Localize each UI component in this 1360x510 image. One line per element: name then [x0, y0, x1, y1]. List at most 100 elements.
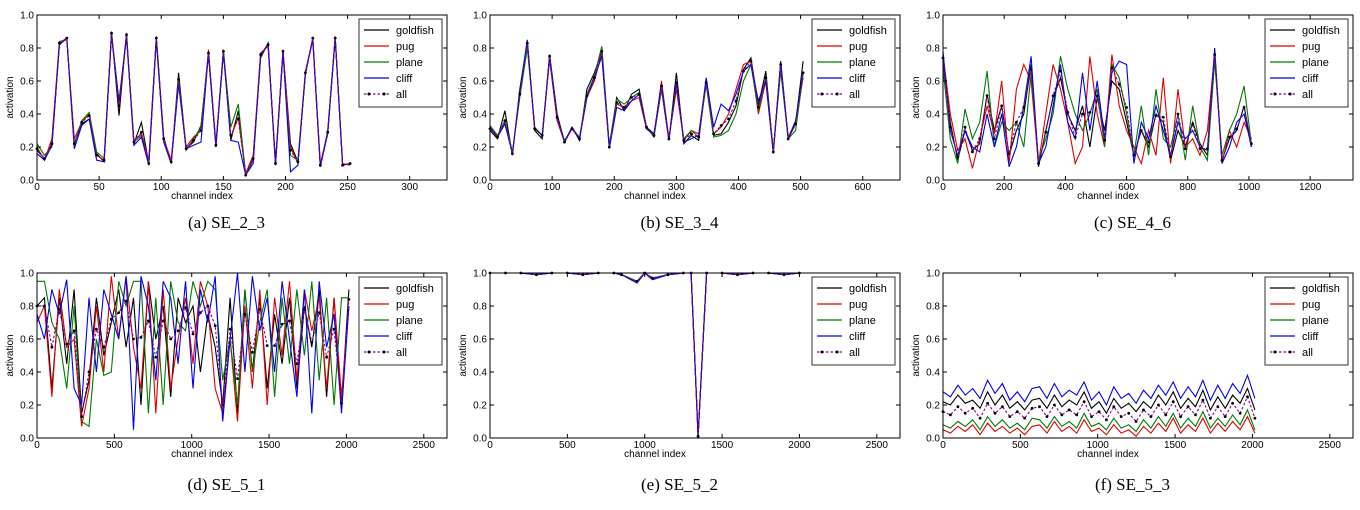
chart-svg-d: 0 500 1000 1500 2000 2500 0.0 0.2 0.4 0.6 0.8 1.0 ch… — [5, 269, 448, 460]
all-marker — [1067, 408, 1071, 412]
all-marker — [1186, 405, 1190, 409]
all-marker — [1117, 82, 1121, 86]
x-tick-label: 0 — [940, 440, 946, 451]
all-marker — [140, 130, 143, 134]
all-marker — [1112, 405, 1116, 409]
all-marker — [1090, 415, 1093, 418]
legend-box — [1264, 18, 1349, 108]
all-marker — [289, 148, 292, 152]
all-marker — [963, 125, 967, 129]
legend-marker — [820, 92, 824, 96]
all-marker — [593, 76, 596, 80]
all-marker — [229, 134, 233, 137]
all-marker — [956, 405, 960, 409]
all-marker — [206, 304, 210, 308]
all-marker — [1223, 415, 1227, 418]
caption-f: (f) SE_5_3 — [1094, 475, 1171, 494]
all-marker — [1176, 112, 1180, 116]
all-marker — [689, 132, 693, 136]
all-marker — [630, 96, 633, 99]
plot-frame — [36, 272, 448, 439]
legend-label-all: all — [849, 347, 860, 359]
all-marker — [199, 129, 203, 132]
all-marker — [65, 342, 69, 346]
legend-label-goldfish: goldfish — [1302, 283, 1340, 295]
legend-marker — [1288, 92, 1292, 96]
all-marker — [259, 53, 262, 56]
all-marker — [147, 319, 150, 323]
all-marker — [1231, 401, 1234, 405]
y-tick-label: 0.0 — [20, 176, 34, 187]
x-tick-label: 200 — [606, 182, 623, 193]
all-marker — [347, 298, 351, 301]
x-axis-label: channel index — [624, 191, 686, 202]
all-marker — [1103, 139, 1106, 142]
all-marker — [1235, 127, 1239, 131]
series-line-plane — [37, 280, 349, 428]
all-marker — [58, 41, 61, 45]
all-marker — [620, 273, 623, 277]
legend-marker — [382, 350, 386, 354]
all-marker — [1157, 403, 1160, 407]
all-marker — [1110, 66, 1114, 70]
all-marker — [986, 401, 989, 405]
all-marker — [1147, 140, 1150, 144]
all-marker — [102, 345, 106, 349]
series-line-goldfish — [490, 272, 800, 437]
all-marker — [325, 355, 328, 359]
y-tick-label: 0.8 — [473, 302, 487, 313]
all-marker — [993, 411, 997, 415]
all-marker — [570, 127, 574, 131]
x-tick-label: 1500 — [711, 440, 734, 451]
all-marker — [496, 135, 499, 139]
y-tick-label: 0.2 — [20, 401, 34, 412]
y-tick-label: 0.8 — [20, 302, 34, 313]
y-tick-label: 0.4 — [926, 368, 940, 379]
x-tick-label: 50 — [94, 182, 106, 193]
x-tick-label: 1000 — [1238, 182, 1261, 193]
all-marker — [154, 355, 158, 359]
all-marker — [57, 307, 61, 311]
all-marker — [1142, 408, 1145, 412]
x-tick-label: 200 — [996, 182, 1013, 193]
x-axis-label: channel index — [1077, 191, 1139, 202]
y-tick-label: 0.0 — [473, 434, 487, 445]
legend-label-all: all — [396, 89, 407, 101]
all-marker — [948, 125, 952, 129]
y-tick-label: 0.2 — [473, 401, 487, 412]
all-marker — [1209, 416, 1212, 420]
legend-box — [358, 276, 443, 366]
y-tick-label: 0.2 — [926, 401, 940, 412]
legend-label-pug: pug — [849, 299, 867, 311]
all-marker — [660, 84, 663, 88]
all-marker — [1220, 158, 1224, 162]
legend-label-pug: pug — [1302, 41, 1320, 53]
y-tick-label: 0.2 — [20, 143, 34, 154]
legend-label-all: all — [849, 89, 860, 101]
y-tick-label: 1.0 — [473, 11, 487, 22]
all-marker — [712, 132, 715, 136]
panel-b: 0 100 200 300 400 500 600 0.0 0.2 0.4 0.6 0.8 1.0 cha… — [453, 0, 906, 252]
all-marker — [525, 41, 529, 45]
y-axis-label: activation — [911, 76, 922, 118]
all-marker — [540, 134, 544, 137]
all-marker — [963, 411, 967, 415]
all-marker — [95, 327, 98, 331]
all-marker — [675, 81, 678, 85]
legend-label-plane: plane — [1302, 315, 1329, 327]
all-marker — [87, 114, 91, 117]
legend-label-cliff: cliff — [1302, 331, 1319, 343]
all-marker — [154, 36, 158, 40]
all-marker — [1253, 416, 1257, 420]
all-marker — [535, 273, 538, 277]
all-marker — [1134, 420, 1138, 423]
chart-svg-b: 0 100 200 300 400 500 600 0.0 0.2 0.4 0.6 0.8 1.0 cha… — [458, 11, 901, 202]
y-tick-label: 0.6 — [926, 335, 940, 346]
all-marker — [295, 362, 299, 366]
y-tick-label: 1.0 — [926, 269, 940, 280]
legend-marker — [1288, 350, 1292, 354]
y-tick-label: 0.4 — [20, 110, 34, 121]
all-marker — [318, 163, 322, 167]
plot-frame — [942, 14, 1354, 181]
all-marker — [80, 415, 83, 418]
